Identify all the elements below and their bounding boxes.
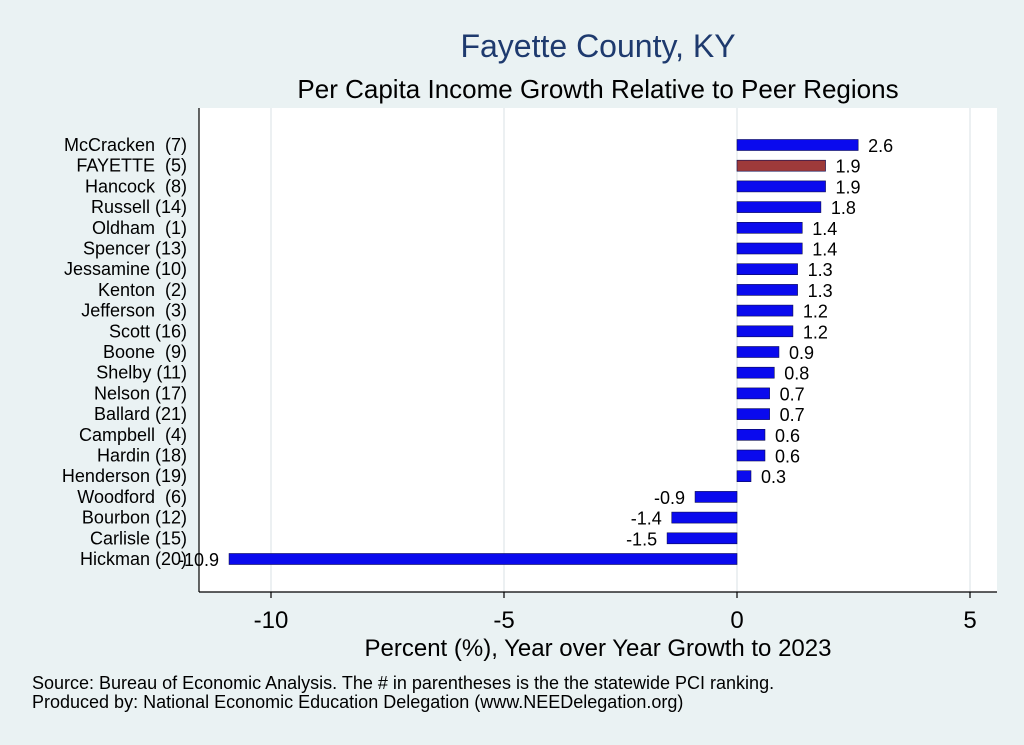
- category-label: Bourbon (12): [82, 508, 187, 528]
- source-note: Source: Bureau of Economic Analysis. The…: [32, 673, 775, 693]
- category-label: Hancock (8): [85, 176, 187, 196]
- value-label: 1.2: [803, 322, 828, 342]
- value-label: 1.4: [812, 240, 837, 260]
- category-label: Oldham (1): [92, 218, 187, 238]
- bar: [228, 553, 738, 565]
- chart-title: Fayette County, KY: [460, 28, 736, 64]
- x-tick-label-3: 5: [963, 607, 976, 634]
- value-label: 0.6: [775, 447, 800, 467]
- value-label: 1.4: [812, 219, 837, 239]
- produced-by-note: Produced by: National Economic Education…: [32, 692, 684, 712]
- bar: [736, 201, 822, 213]
- bar: [671, 511, 738, 524]
- bar: [736, 222, 803, 234]
- bar: [736, 346, 780, 358]
- value-label: 0.6: [775, 426, 800, 446]
- x-tick-label-1: -5: [493, 607, 514, 634]
- category-label: Ballard (21): [94, 404, 187, 424]
- value-label: 1.9: [836, 157, 861, 177]
- bar: [736, 180, 826, 193]
- bar-highlight: [736, 159, 826, 172]
- value-label: 1.9: [836, 177, 861, 197]
- value-label: 1.8: [831, 198, 856, 218]
- x-tick-label-0: -10: [254, 607, 289, 634]
- bar: [736, 242, 803, 255]
- bar: [736, 263, 798, 276]
- chart-subtitle: Per Capita Income Growth Relative to Pee…: [297, 74, 899, 104]
- value-label: 0.7: [780, 384, 805, 404]
- value-label: 0.8: [784, 364, 809, 384]
- category-label: Kenton (2): [98, 280, 187, 300]
- value-label: 0.7: [780, 405, 805, 425]
- category-label: Henderson (19): [62, 466, 187, 486]
- x-axis-title: Percent (%), Year over Year Growth to 20…: [365, 635, 832, 662]
- category-label: Shelby (11): [96, 363, 187, 383]
- category-label: Boone (9): [103, 342, 187, 362]
- category-label: Woodford (6): [77, 487, 187, 507]
- value-label: -1.4: [631, 509, 662, 529]
- category-label: Scott (16): [109, 321, 187, 341]
- bar: [736, 408, 770, 420]
- category-label: Nelson (17): [94, 383, 187, 403]
- category-label: Hardin (18): [97, 446, 187, 466]
- x-tick-label-2: 0: [730, 607, 743, 634]
- category-label: McCracken (7): [64, 135, 187, 155]
- bar: [736, 304, 794, 317]
- category-label: Hickman (20): [80, 549, 187, 569]
- value-label: 2.6: [868, 136, 893, 156]
- category-label: Campbell (4): [79, 425, 187, 445]
- category-label: Russell (14): [91, 197, 187, 217]
- category-label: Jefferson (3): [81, 301, 187, 321]
- bar: [736, 284, 798, 296]
- category-label: Jessamine (10): [64, 259, 187, 279]
- bar: [736, 366, 775, 379]
- bar: [736, 387, 770, 400]
- bar: [736, 139, 859, 151]
- bar: [694, 491, 738, 503]
- value-label: 1.3: [808, 260, 833, 280]
- bar: [736, 428, 766, 441]
- bar: [736, 449, 766, 462]
- value-label: -1.5: [626, 529, 657, 549]
- bar: [736, 325, 794, 338]
- value-label: 0.9: [789, 343, 814, 363]
- plot-area: [199, 108, 997, 592]
- category-label: FAYETTE (5): [76, 156, 187, 176]
- category-label: Carlisle (15): [90, 528, 187, 548]
- value-label: -0.9: [654, 488, 685, 508]
- value-label: 0.3: [761, 467, 786, 487]
- bar: [736, 470, 752, 483]
- value-label: 1.2: [803, 302, 828, 322]
- value-label: 1.3: [808, 281, 833, 301]
- category-label: Spencer (13): [83, 239, 187, 259]
- bar: [666, 532, 738, 545]
- value-label: -10.9: [178, 550, 219, 570]
